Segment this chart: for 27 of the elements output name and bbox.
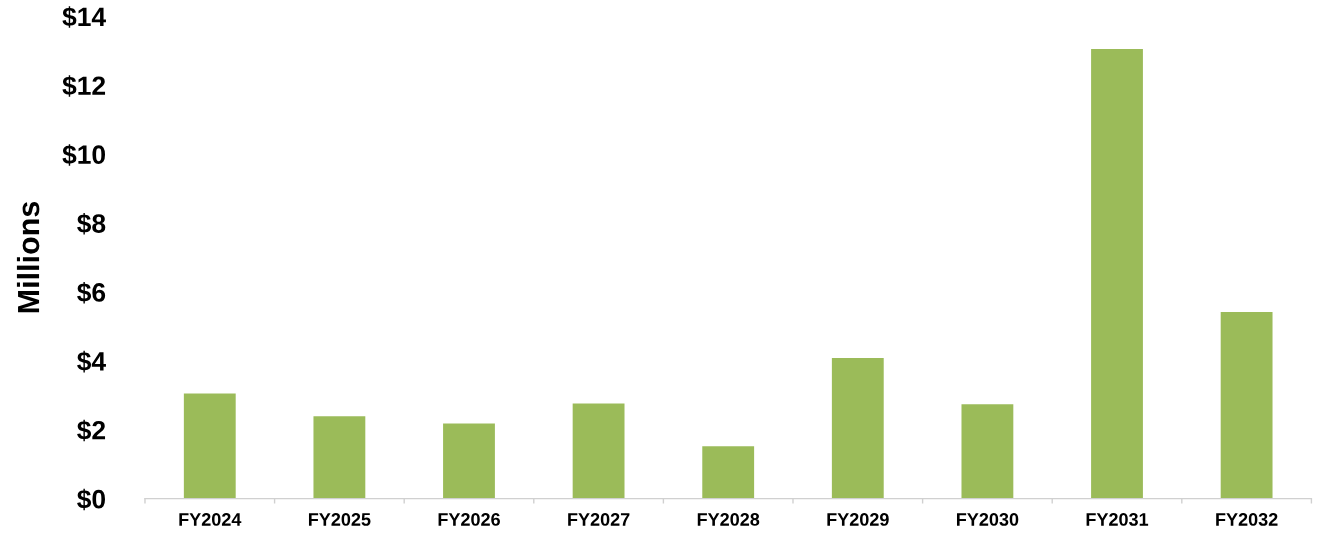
bar — [1220, 311, 1273, 499]
bar — [443, 423, 495, 499]
bar — [702, 446, 755, 499]
y-tick-label: $6 — [77, 281, 106, 304]
y-tick-label: $14 — [62, 6, 106, 28]
x-tick-label: FY2031 — [1086, 513, 1149, 526]
x-tick-label: FY2025 — [308, 513, 371, 526]
x-tick-label: FY2030 — [956, 513, 1019, 526]
x-tick-label: FY2024 — [179, 513, 242, 526]
bar — [961, 404, 1014, 499]
y-tick-label: $0 — [77, 488, 106, 511]
bar — [572, 403, 625, 499]
bar — [183, 393, 236, 499]
bar — [831, 358, 884, 499]
x-tick-label: FY2032 — [1216, 513, 1278, 526]
x-tick-label: FY2028 — [697, 513, 760, 526]
y-tick-label: $10 — [62, 144, 106, 166]
y-tick-label: $8 — [77, 213, 106, 235]
y-axis-title: Millions — [16, 201, 40, 313]
bar — [1091, 49, 1143, 499]
bar — [313, 416, 366, 499]
x-tick-label: FY2027 — [568, 513, 630, 526]
x-tick-label: FY2029 — [827, 513, 889, 526]
y-tick-label: $12 — [62, 75, 106, 97]
y-tick-label: $4 — [77, 350, 106, 373]
y-tick-label: $2 — [77, 419, 106, 442]
x-tick-label: FY2026 — [438, 513, 500, 526]
